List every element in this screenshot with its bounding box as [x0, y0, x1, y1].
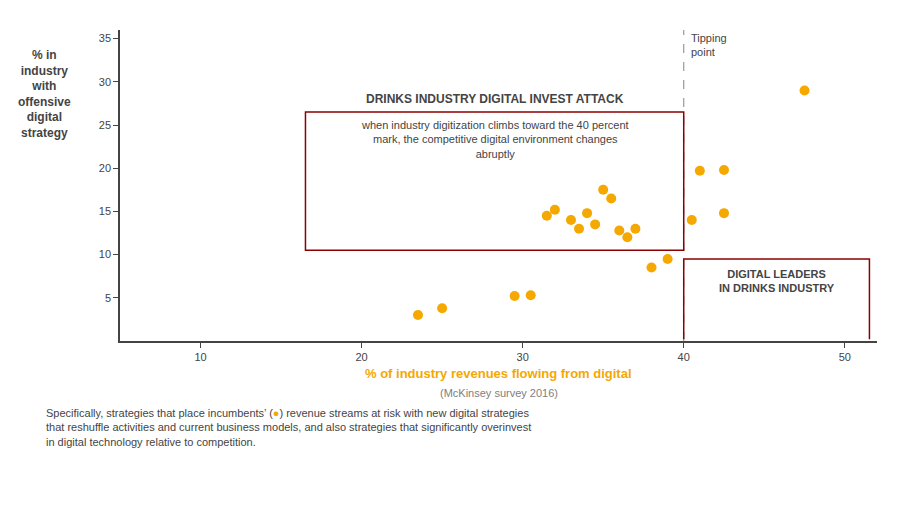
svg-text:10: 10	[99, 248, 111, 260]
svg-text:15: 15	[99, 205, 111, 217]
svg-text:10: 10	[194, 351, 206, 363]
svg-text:20: 20	[99, 162, 111, 174]
svg-text:% inindustrywithoffensivedigit: % inindustrywithoffensivedigitalstrategy	[18, 48, 71, 140]
svg-text:35: 35	[99, 32, 111, 44]
svg-text:50: 50	[839, 351, 851, 363]
svg-text:(McKinsey survey 2016): (McKinsey survey 2016)	[440, 387, 558, 399]
svg-text:Tippingpoint: Tippingpoint	[691, 32, 727, 58]
svg-text:30: 30	[99, 76, 111, 88]
svg-text:% of industry revenues flowing: % of industry revenues flowing from digi…	[365, 366, 632, 381]
svg-text:40: 40	[678, 351, 690, 363]
svg-text:DRINKS INDUSTRY DIGITAL INVEST: DRINKS INDUSTRY DIGITAL INVEST ATTACK	[366, 92, 624, 106]
svg-text:when industry digitization cli: when industry digitization climbs toward…	[361, 119, 629, 160]
svg-text:20: 20	[355, 351, 367, 363]
svg-text:DIGITAL LEADERSIN DRINKS INDUS: DIGITAL LEADERSIN DRINKS INDUSTRY	[719, 268, 835, 294]
svg-text:Specifically, strategies that: Specifically, strategies that place incu…	[46, 407, 531, 448]
svg-text:5: 5	[105, 292, 111, 304]
svg-text:30: 30	[517, 351, 529, 363]
svg-text:25: 25	[99, 119, 111, 131]
